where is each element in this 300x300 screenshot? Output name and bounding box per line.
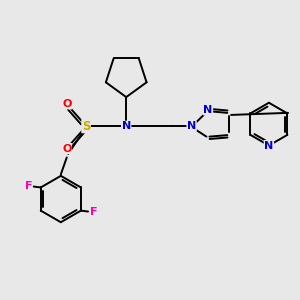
- Text: S: S: [82, 120, 90, 133]
- Text: N: N: [187, 121, 196, 131]
- Text: F: F: [90, 207, 97, 217]
- Text: N: N: [264, 140, 274, 151]
- Text: F: F: [25, 181, 32, 191]
- Text: O: O: [62, 143, 71, 154]
- Text: N: N: [122, 121, 131, 131]
- Text: N: N: [203, 105, 213, 115]
- Text: O: O: [62, 99, 71, 109]
